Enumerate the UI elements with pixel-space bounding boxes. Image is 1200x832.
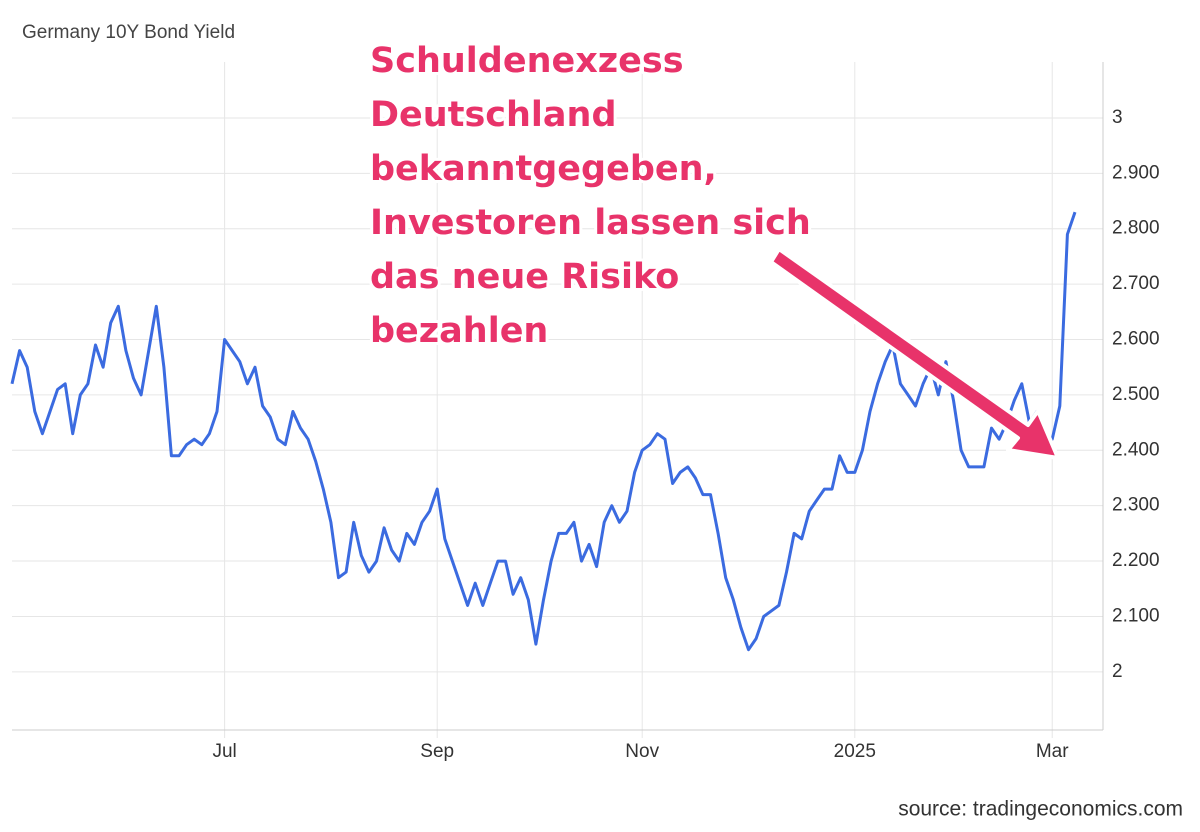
source: source: tradingeconomics.com: [898, 798, 1183, 821]
y-tick-label: 3: [1112, 107, 1123, 128]
annotation-line: Schuldenexzess: [370, 41, 684, 81]
y-tick-label: 2.100: [1112, 605, 1160, 626]
y-tick-label: 2.700: [1112, 273, 1160, 294]
annotation-line: Deutschland: [370, 95, 617, 135]
y-tick-label: 2: [1112, 661, 1123, 682]
y-tick-label: 2.900: [1112, 162, 1160, 183]
data-line: [10, 211, 1077, 652]
chart-title: Germany 10Y Bond Yield: [22, 22, 235, 43]
annotation-line: bekanntgegeben,: [370, 149, 717, 189]
x-tick-label: Nov: [625, 741, 659, 762]
y-tick-label: 2.600: [1112, 329, 1160, 350]
annotation-line: Investoren lassen sich: [370, 203, 811, 243]
x-tick-label: Sep: [420, 741, 454, 762]
annotation: Schuldenexzess Deutschland bekanntgegeben,…: [367, 38, 814, 354]
plot: [10, 211, 1077, 652]
y-tick-label: 2.500: [1112, 384, 1160, 405]
y-tick-label: 2.800: [1112, 218, 1160, 239]
y-tick-label: 2.400: [1112, 439, 1160, 460]
x-tick-label: Mar: [1036, 741, 1069, 762]
annotation-line: bezahlen: [370, 311, 548, 351]
y-tick-label: 2.200: [1112, 550, 1160, 571]
arrow-shape: [769, 247, 1060, 460]
y-tick-label: 2.300: [1112, 495, 1160, 516]
annotation-line: das neue Risiko: [370, 257, 679, 297]
x-tick-label: Jul: [212, 741, 236, 762]
arrow: [769, 247, 1060, 460]
x-tick-label: 2025: [834, 741, 876, 762]
grid: [12, 62, 1103, 738]
